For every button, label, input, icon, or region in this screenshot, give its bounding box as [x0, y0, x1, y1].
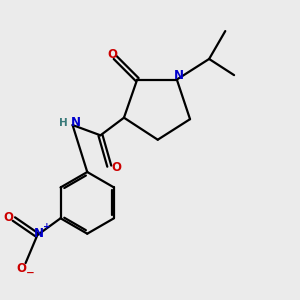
Text: +: +	[43, 222, 50, 231]
Text: H: H	[59, 118, 68, 128]
Text: N: N	[71, 116, 81, 129]
Text: O: O	[16, 262, 26, 275]
Text: O: O	[3, 211, 13, 224]
Text: N: N	[174, 70, 184, 83]
Text: O: O	[107, 48, 117, 61]
Text: N: N	[34, 227, 44, 240]
Text: −: −	[26, 268, 34, 278]
Text: O: O	[112, 161, 122, 174]
